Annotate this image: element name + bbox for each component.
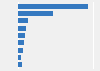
Bar [18, 47, 23, 53]
Bar [18, 18, 28, 24]
Bar [18, 4, 88, 9]
Bar [18, 40, 24, 45]
Bar [18, 33, 25, 38]
Bar [18, 11, 53, 16]
Bar [18, 62, 22, 67]
Bar [18, 55, 21, 60]
Bar [18, 26, 26, 31]
